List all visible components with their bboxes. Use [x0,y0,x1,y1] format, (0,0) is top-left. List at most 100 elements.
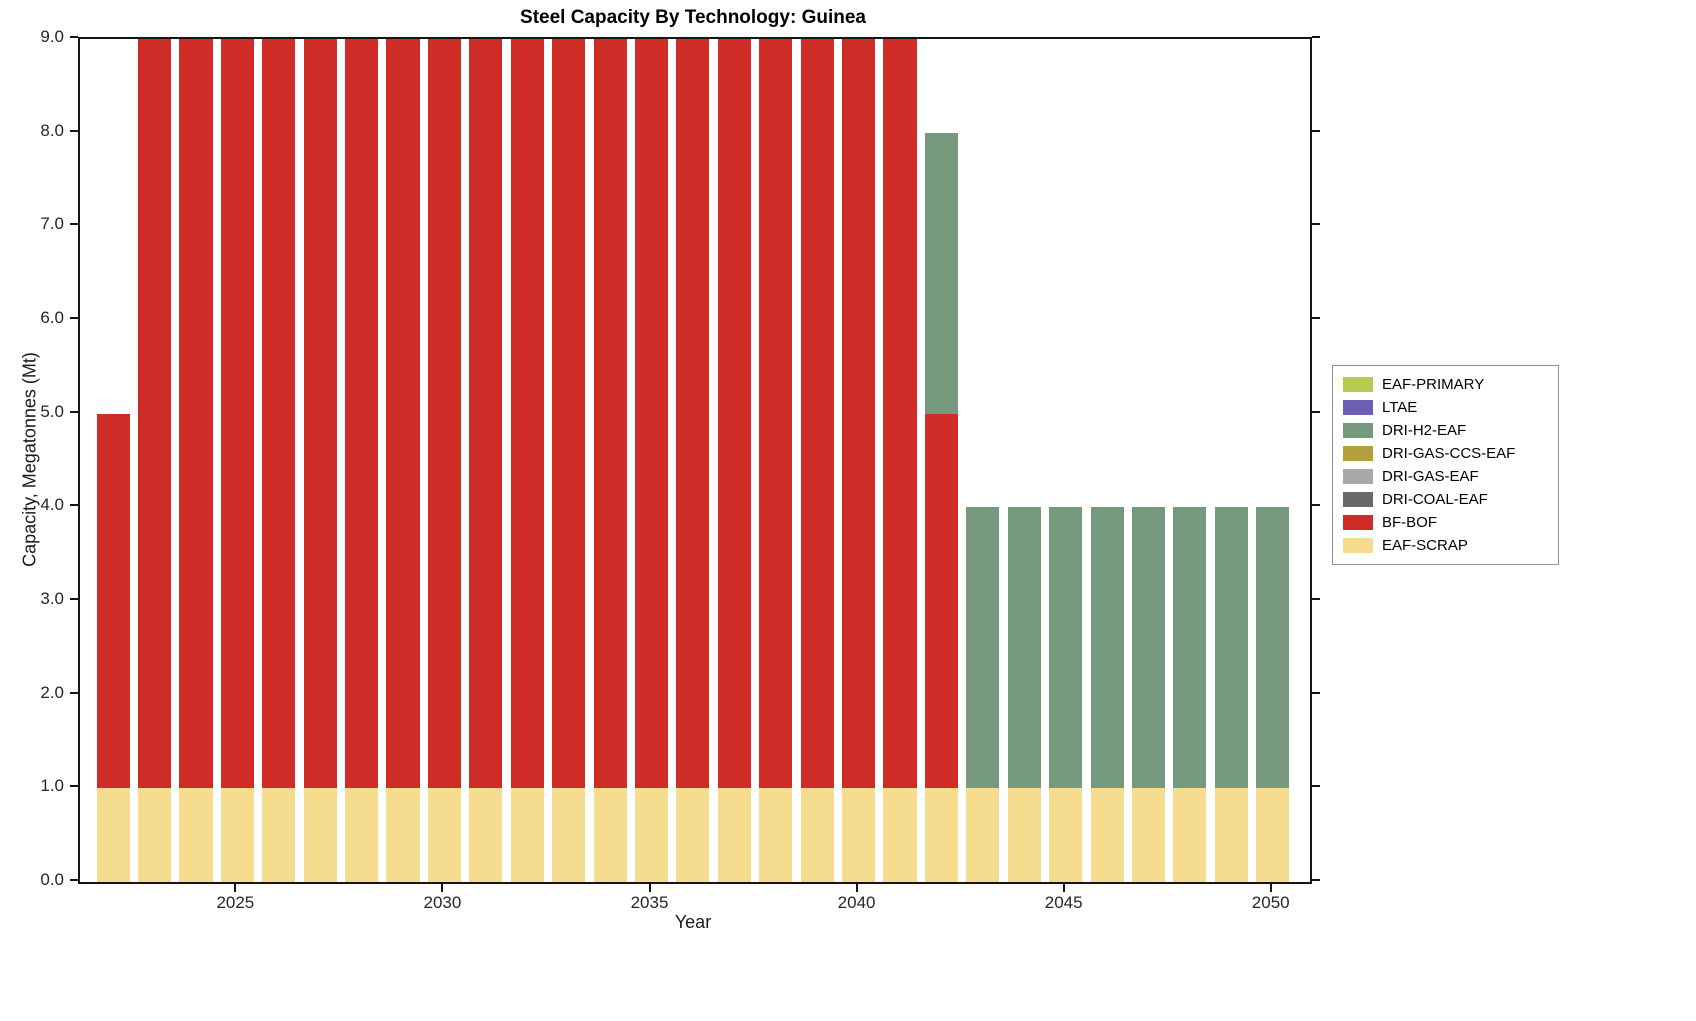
y-tick-mark-left [70,504,78,507]
bar-segment-bf-bof-2042 [924,413,958,789]
bar-segment-eaf-scrap-2046 [1090,788,1124,882]
legend-item-dri-gas-eaf: DRI-GAS-EAF [1343,465,1548,488]
bar-segment-eaf-scrap-2034 [593,788,627,882]
y-tick-mark-left [70,879,78,881]
y-tick-mark-right [1312,36,1320,38]
bar-segment-eaf-scrap-2050 [1256,788,1290,882]
bar-segment-eaf-scrap-2035 [634,788,669,882]
y-tick-mark-left [70,129,78,132]
bar-segment-eaf-scrap-2028 [345,788,379,882]
bar-segment-bf-bof-2028 [345,39,379,789]
chart-title: Steel Capacity By Technology: Guinea [520,7,866,28]
bar-segment-eaf-scrap-2037 [717,788,751,882]
x-tick-mark [441,884,444,892]
y-tick-mark-right [1312,785,1320,788]
bar-segment-dri-h2-eaf-2050 [1256,507,1290,789]
bar-segment-eaf-scrap-2045 [1049,788,1083,882]
y-tick-mark-right [1312,410,1320,413]
legend-label: DRI-GAS-EAF [1382,468,1479,485]
bar-segment-eaf-scrap-2039 [800,788,834,882]
y-tick-mark-right [1312,504,1320,507]
legend-swatch-dri-h2-eaf [1343,423,1373,438]
legend-swatch-ltae [1343,400,1373,415]
bar-segment-eaf-scrap-2025 [220,788,254,882]
legend-label: BF-BOF [1382,514,1437,531]
x-tick-mark [1269,884,1272,892]
legend-label: DRI-H2-EAF [1382,422,1467,439]
legend-item-dri-coal-eaf: DRI-COAL-EAF [1343,488,1548,511]
y-tick-mark-left [70,598,78,600]
bar-segment-bf-bof-2022 [96,413,130,789]
bar-segment-eaf-scrap-2029 [386,788,420,882]
bar-segment-eaf-scrap-2030 [427,788,461,882]
bar-segment-bf-bof-2030 [427,39,461,789]
bar-segment-eaf-scrap-2023 [137,788,172,882]
y-tick-label-0.0: 0.0 [40,870,64,889]
legend-label: EAF-SCRAP [1382,537,1468,554]
legend-swatch-eaf-primary [1343,377,1373,392]
bar-segment-bf-bof-2032 [510,39,544,789]
y-tick-label-8.0: 8.0 [40,120,64,140]
bar-segment-eaf-scrap-2049 [1214,788,1248,882]
y-tick-mark-left [70,317,78,319]
legend-item-eaf-scrap: EAF-SCRAP [1343,534,1548,557]
bar-segment-eaf-scrap-2044 [1007,788,1041,882]
y-tick-label-9.0: 9.0 [40,27,64,46]
bar-segment-bf-bof-2041 [883,39,917,789]
bar-segment-dri-h2-eaf-2045 [1049,507,1083,789]
legend-swatch-dri-gas-eaf [1343,469,1373,484]
bar-segment-bf-bof-2038 [759,39,793,789]
bar-segment-dri-h2-eaf-2046 [1090,507,1124,789]
bar-segment-bf-bof-2024 [179,39,213,789]
y-tick-label-2.0: 2.0 [40,682,64,702]
y-tick-label-5.0: 5.0 [40,401,64,421]
bar-segment-bf-bof-2036 [676,39,710,789]
y-tick-label-7.0: 7.0 [40,214,64,234]
legend-swatch-dri-coal-eaf [1343,492,1373,507]
bar-segment-bf-bof-2035 [634,39,669,789]
y-tick-mark-right [1312,691,1320,694]
y-tick-label-6.0: 6.0 [40,308,64,327]
y-tick-mark-left [70,785,78,788]
bar-segment-dri-h2-eaf-2047 [1131,507,1166,789]
bar-segment-bf-bof-2040 [842,39,876,789]
legend-label: DRI-GAS-CCS-EAF [1382,445,1516,462]
bar-segment-bf-bof-2031 [469,39,503,789]
y-tick-label-4.0: 4.0 [40,495,64,515]
bar-segment-bf-bof-2023 [137,39,172,789]
bar-segment-bf-bof-2039 [800,39,834,789]
x-tick-label-2045: 2045 [1044,893,1083,912]
x-tick-label-2030: 2030 [423,893,462,912]
x-tick-mark [1062,884,1065,892]
bar-segment-eaf-scrap-2040 [842,788,876,882]
bar-segment-bf-bof-2033 [552,39,586,789]
y-tick-label-3.0: 3.0 [40,589,64,608]
bar-segment-dri-h2-eaf-2043 [966,507,1000,789]
y-tick-mark-left [70,691,78,694]
bar-segment-eaf-scrap-2036 [676,788,710,882]
bar-segment-bf-bof-2034 [593,39,627,789]
y-tick-mark-left [70,36,78,38]
legend-item-bf-bof: BF-BOF [1343,511,1548,534]
legend-label: EAF-PRIMARY [1382,376,1485,393]
y-tick-mark-right [1312,879,1320,881]
x-tick-mark [855,884,858,892]
x-tick-mark [648,884,651,892]
x-tick-mark [234,884,237,892]
bar-segment-bf-bof-2027 [303,39,337,789]
bar-segment-eaf-scrap-2041 [883,788,917,882]
bar-segment-dri-h2-eaf-2044 [1007,507,1041,789]
bar-segment-eaf-scrap-2022 [96,788,130,882]
plot-area [78,37,1312,884]
x-tick-label-2025: 2025 [216,893,255,912]
x-tick-label-2050: 2050 [1251,893,1290,912]
y-tick-mark-right [1312,317,1320,319]
bar-segment-eaf-scrap-2048 [1173,788,1207,882]
x-tick-label-2035: 2035 [630,893,669,912]
bar-segment-dri-h2-eaf-2048 [1173,507,1207,789]
bar-segment-eaf-scrap-2033 [552,788,586,882]
legend-swatch-bf-bof [1343,515,1373,530]
legend-label: DRI-COAL-EAF [1382,491,1488,508]
y-tick-mark-right [1312,223,1320,226]
